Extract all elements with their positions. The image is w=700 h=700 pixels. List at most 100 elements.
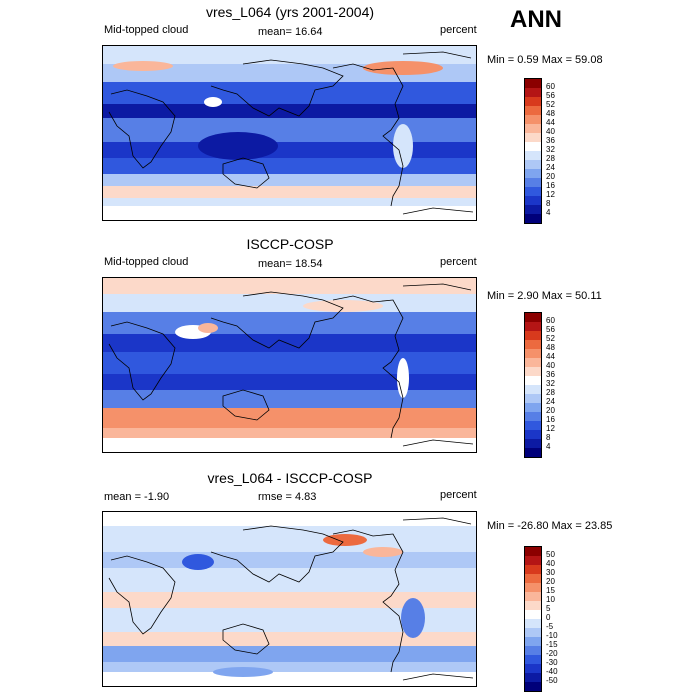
colorbar-box xyxy=(525,412,541,421)
field-anomaly xyxy=(182,554,214,570)
coastline xyxy=(332,63,404,207)
mean-label: mean= 18.54 xyxy=(258,258,323,270)
colorbar-tick-label: 52 xyxy=(546,100,555,109)
field-band xyxy=(103,174,476,186)
colorbar-box xyxy=(525,133,541,142)
map-field xyxy=(103,46,476,220)
colorbar-box xyxy=(525,385,541,394)
map-field xyxy=(103,512,476,686)
mean-label: mean= 16.64 xyxy=(258,26,323,38)
field-anomaly xyxy=(113,61,173,71)
field-band xyxy=(103,374,476,390)
colorbar-tick-label: 44 xyxy=(546,352,555,361)
colorbar-box xyxy=(525,556,541,565)
field-band xyxy=(103,526,476,552)
colorbar-box xyxy=(525,322,541,331)
panel-title: vres_L064 - ISCCP-COSP xyxy=(207,470,373,486)
colorbar-box xyxy=(525,142,541,151)
colorbar-tick-label: 16 xyxy=(546,181,555,190)
colorbar-tick-label: 16 xyxy=(546,415,555,424)
colorbar-tick-label: 12 xyxy=(546,424,555,433)
colorbar-tick-label: -5 xyxy=(546,622,554,631)
colorbar-tick-label: 20 xyxy=(546,172,555,181)
field-anomaly xyxy=(198,323,218,333)
colorbar-tick-label: 40 xyxy=(546,559,555,568)
field-band xyxy=(103,142,476,158)
colorbar-tick-label: 24 xyxy=(546,163,555,172)
colorbar-tick-label: 48 xyxy=(546,343,555,352)
colorbar-box xyxy=(525,682,541,691)
colorbar-box xyxy=(525,160,541,169)
coastline xyxy=(108,555,176,635)
field-band xyxy=(103,646,476,662)
colorbar-box xyxy=(525,367,541,376)
colorbar-tick-label: 60 xyxy=(546,82,555,91)
colorbar-box xyxy=(525,619,541,628)
coastline xyxy=(402,673,474,681)
colorbar-box xyxy=(525,376,541,385)
coastline xyxy=(402,517,472,525)
field-band xyxy=(103,104,476,118)
colorbar-box xyxy=(525,97,541,106)
field-band xyxy=(103,428,476,438)
colorbar-tick-label: 15 xyxy=(546,586,555,595)
colorbar-box xyxy=(525,313,541,322)
min-max-label: Min = -26.80 Max = 23.85 xyxy=(487,520,613,532)
field-band xyxy=(103,334,476,352)
field-anomaly xyxy=(363,547,403,557)
field-anomaly xyxy=(204,97,222,107)
colorbar-box xyxy=(525,601,541,610)
colorbar-box xyxy=(525,394,541,403)
global-map xyxy=(102,511,477,687)
colorbar-box xyxy=(525,196,541,205)
colorbar-box xyxy=(525,340,541,349)
colorbar xyxy=(524,546,542,692)
field-band xyxy=(103,294,476,312)
colorbar-box xyxy=(525,349,541,358)
coastline xyxy=(332,295,404,439)
colorbar-box xyxy=(525,592,541,601)
field-anomaly xyxy=(363,61,443,75)
field-band xyxy=(103,158,476,174)
coastline xyxy=(402,51,472,59)
field-band xyxy=(103,592,476,608)
field-name-label: Mid-topped cloud xyxy=(104,256,189,268)
colorbar-box xyxy=(525,124,541,133)
colorbar-box xyxy=(525,358,541,367)
field-band xyxy=(103,552,476,568)
colorbar-box xyxy=(525,430,541,439)
colorbar-tick-label: 30 xyxy=(546,568,555,577)
colorbar-box xyxy=(525,448,541,457)
colorbar-box xyxy=(525,673,541,682)
colorbar-box xyxy=(525,205,541,214)
colorbar-tick-label: 32 xyxy=(546,379,555,388)
colorbar-box xyxy=(525,574,541,583)
field-name-label: Mid-topped cloud xyxy=(104,24,189,36)
field-anomaly xyxy=(393,124,413,168)
colorbar-box xyxy=(525,178,541,187)
colorbar-tick-label: 32 xyxy=(546,145,555,154)
field-band xyxy=(103,278,476,294)
coastline xyxy=(210,291,344,349)
coastline xyxy=(108,89,176,169)
coastline xyxy=(402,439,474,447)
units-label: percent xyxy=(440,256,477,268)
colorbar-box xyxy=(525,115,541,124)
season-label: ANN xyxy=(510,6,562,33)
colorbar-tick-label: 5 xyxy=(546,604,551,613)
colorbar-tick-label: 36 xyxy=(546,370,555,379)
global-map xyxy=(102,45,477,221)
colorbar-tick-label: 60 xyxy=(546,316,555,325)
colorbar-box xyxy=(525,421,541,430)
field-band xyxy=(103,46,476,64)
coastline xyxy=(108,321,176,401)
field-anomaly xyxy=(397,358,409,398)
rmse-label: rmse = 4.83 xyxy=(258,491,317,503)
panel-title: ISCCP-COSP xyxy=(246,236,334,252)
mean-label: mean = -1.90 xyxy=(104,491,170,503)
field-band xyxy=(103,352,476,374)
field-band xyxy=(103,408,476,428)
colorbar-tick-label: -50 xyxy=(546,676,558,685)
colorbar-tick-label: 24 xyxy=(546,397,555,406)
colorbar-tick-label: 56 xyxy=(546,91,555,100)
